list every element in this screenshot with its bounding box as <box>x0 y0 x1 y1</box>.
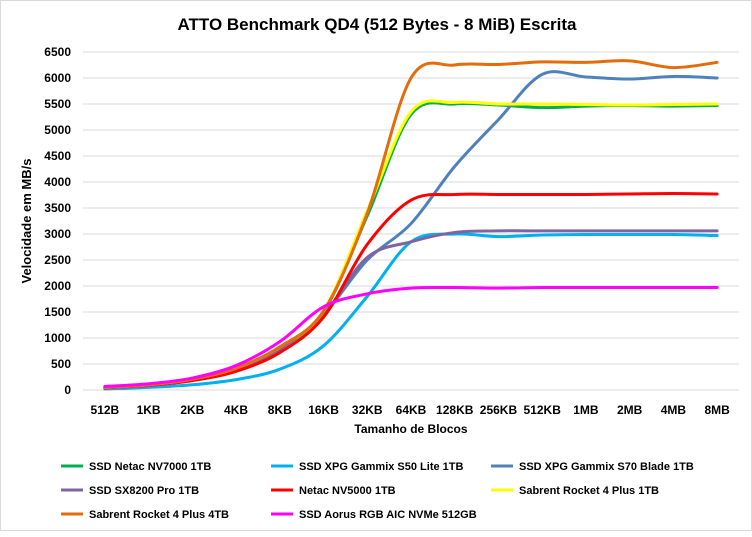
x-tick-label: 32KB <box>352 403 383 417</box>
x-tick-label: 4KB <box>224 403 248 417</box>
x-tick-label: 2MB <box>617 403 643 417</box>
series-line-4 <box>103 191 719 390</box>
legend-label: SSD Netac NV7000 1TB <box>89 461 211 473</box>
legend-label: SSD Aorus RGB AIC NVMe 512GB <box>299 509 477 521</box>
legend-label: SSD SX8200 Pro 1TB <box>89 485 199 497</box>
y-tick-label: 6500 <box>44 45 71 59</box>
legend-label: Sabrent Rocket 4 Plus 4TB <box>89 509 229 521</box>
series-line-6 <box>103 59 719 389</box>
x-tick-label: 128KB <box>436 403 474 417</box>
y-tick-label: 6000 <box>44 71 71 85</box>
x-tick-label: 64KB <box>396 403 427 417</box>
x-axis-label: Tamanho de Blocos <box>354 422 467 436</box>
chart-title: ATTO Benchmark QD4 (512 Bytes - 8 MiB) E… <box>177 15 577 34</box>
x-tick-label: 1KB <box>137 403 161 417</box>
series-line-7 <box>103 285 719 388</box>
y-tick-label: 5000 <box>44 123 71 137</box>
y-tick-label: 3500 <box>44 201 71 215</box>
y-tick-label: 1000 <box>44 331 71 345</box>
x-tick-label: 1MB <box>573 403 599 417</box>
x-tick-label: 8KB <box>268 403 292 417</box>
x-tick-label: 16KB <box>308 403 339 417</box>
y-tick-label: 5500 <box>44 97 71 111</box>
x-tick-label: 256KB <box>480 403 518 417</box>
y-tick-label: 2000 <box>44 279 71 293</box>
x-tick-label: 2KB <box>180 403 204 417</box>
legend-label: SSD XPG Gammix S70 Blade 1TB <box>519 461 694 473</box>
y-tick-label: 4500 <box>44 149 71 163</box>
x-tick-label: 8MB <box>704 403 730 417</box>
legend-label: SSD XPG Gammix S50 Lite 1TB <box>299 461 464 473</box>
y-axis-label: Velocidade em MB/s <box>19 159 34 284</box>
series-line-1 <box>103 232 719 391</box>
y-tick-label: 4000 <box>44 175 71 189</box>
x-tick-label: 512KB <box>524 403 562 417</box>
series-line-0 <box>103 101 719 389</box>
legend-label: Netac NV5000 1TB <box>299 485 396 497</box>
x-tick-label: 4MB <box>661 403 687 417</box>
y-tick-label: 3000 <box>44 227 71 241</box>
x-tick-label: 512B <box>91 403 120 417</box>
y-tick-label: 500 <box>51 357 71 371</box>
y-tick-label: 0 <box>64 383 71 397</box>
legend-label: Sabrent Rocket 4 Plus 1TB <box>519 485 659 497</box>
series-line-5 <box>103 99 719 389</box>
y-tick-label: 1500 <box>44 305 71 319</box>
y-tick-label: 2500 <box>44 253 71 267</box>
